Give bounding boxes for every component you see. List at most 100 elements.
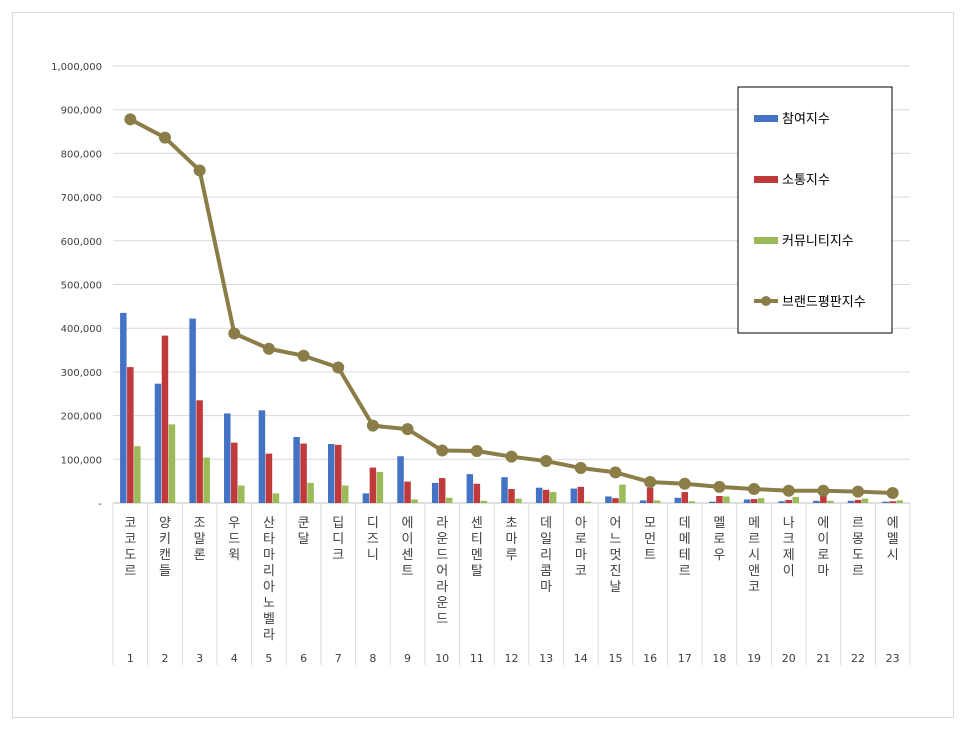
bar [438,478,446,503]
bar [300,443,307,503]
bar [549,492,557,503]
bar [341,485,349,503]
bar [820,495,827,503]
line-point [366,419,379,432]
line-point [297,349,310,362]
rank-label: 22 [851,652,865,665]
bar [889,501,896,503]
line-point [262,342,275,355]
bar [653,500,661,503]
bar [854,499,862,503]
bar [508,489,515,503]
line-point [644,476,657,489]
chart-frame [12,12,954,718]
y-tick-label: 900,000 [61,106,102,117]
rank-label: 14 [574,652,588,665]
rank-label: 15 [608,652,622,665]
bar [334,444,342,503]
legend-label: 브랜드평판지수 [782,295,866,310]
rank-label: 12 [505,652,519,665]
rank-label: 6 [300,652,307,665]
bar [293,437,300,503]
bar [265,453,273,503]
bar [376,471,384,503]
rank-label: 18 [712,652,726,665]
bar [161,335,169,503]
legend-label: 커뮤니티지수 [782,234,854,249]
bar [515,498,522,503]
line-point [332,361,345,374]
bar [778,501,785,503]
line-point [401,423,414,436]
legend-swatch [754,115,778,122]
rank-label: 2 [161,652,168,665]
bar [681,492,689,503]
y-tick-label: 1,000,000 [51,62,102,73]
line-point [713,480,726,493]
y-tick-label: 300,000 [61,368,102,379]
bar [542,489,550,503]
bar [757,498,765,503]
bar [473,483,481,503]
legend-label: 참여지수 [782,112,830,127]
rank-label: 8 [369,652,376,665]
bar [619,484,626,503]
bar [709,501,716,503]
rank-label: 23 [886,652,900,665]
bar [605,496,612,503]
bar [404,481,411,503]
bar [203,457,210,503]
rank-label: 13 [539,652,553,665]
bar [168,424,176,503]
bar [646,487,654,503]
y-tick-label: 500,000 [61,281,102,292]
bar [397,456,404,503]
bar [785,499,792,503]
bar [480,500,488,503]
bar [238,485,245,503]
bar [639,500,647,503]
line-point [748,483,761,496]
rank-label: 7 [335,652,342,665]
rank-label: 11 [470,652,484,665]
line-point [609,466,622,479]
bar [362,493,370,503]
y-tick-label: 800,000 [61,149,102,160]
y-tick-label: 200,000 [61,412,102,423]
bar [535,487,543,503]
bar [134,446,141,503]
line-point [817,484,830,497]
rank-label: 9 [404,652,411,665]
line-point [505,450,518,463]
bar [813,500,820,503]
bar [369,467,377,503]
bar [445,497,453,503]
bar [272,493,280,503]
rank-label: 3 [196,652,203,665]
bar [750,499,758,503]
legend-label: 소통지수 [782,173,830,188]
line-point [470,444,483,457]
rank-label: 1 [127,652,134,665]
bar [847,500,855,503]
legend-swatch [754,237,778,244]
y-tick-label: - [98,499,102,510]
bar [501,477,508,503]
bar [411,499,418,503]
bar [577,486,585,503]
brand-index-line [124,113,899,499]
rank-label: 17 [678,652,692,665]
